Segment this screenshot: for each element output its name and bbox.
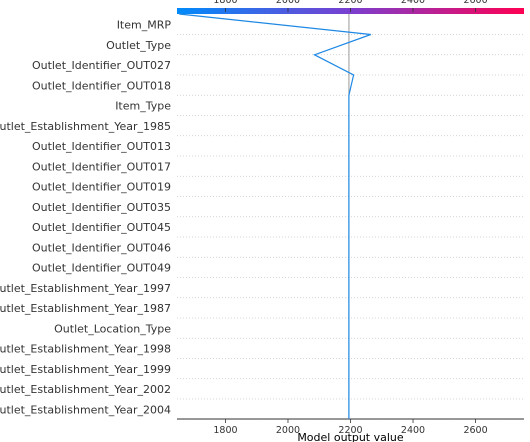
feature-label: Outlet_Establishment_Year_1997 xyxy=(0,282,171,295)
decision-path-line xyxy=(179,13,372,419)
feature-label: Outlet_Establishment_Year_2002 xyxy=(0,383,171,396)
feature-label: Outlet_Type xyxy=(106,39,171,52)
feature-label: Outlet_Identifier_OUT046 xyxy=(32,241,171,254)
feature-label: Item_Type xyxy=(115,100,171,113)
feature-gridlines xyxy=(177,34,524,420)
feature-label: Outlet_Identifier_OUT045 xyxy=(32,221,171,234)
x-tick-label: 2600 xyxy=(463,425,487,436)
colorbar-tick-label: 2000 xyxy=(276,0,300,6)
feature-label: Outlet_Establishment_Year_1987 xyxy=(0,302,171,315)
colorbar-tick-label: 2600 xyxy=(463,0,487,6)
feature-label: Outlet_Identifier_OUT018 xyxy=(32,79,171,92)
feature-label: Outlet_Location_Type xyxy=(54,322,171,335)
feature-label: Outlet_Identifier_OUT035 xyxy=(32,201,171,214)
colorbar: 1800 2000 2200 2400 2600 xyxy=(177,0,524,14)
feature-label: Outlet_Identifier_OUT049 xyxy=(32,262,171,275)
decision-path xyxy=(179,13,372,419)
feature-label: Outlet_Identifier_OUT017 xyxy=(32,160,171,173)
x-tick-label: 2400 xyxy=(401,425,425,436)
feature-label: Outlet_Identifier_OUT027 xyxy=(32,59,171,72)
feature-label: Outlet_Identifier_OUT013 xyxy=(32,140,171,153)
x-tick-label: 2200 xyxy=(338,425,362,436)
x-tick-label: 1800 xyxy=(213,425,237,436)
colorbar-tick-label: 2400 xyxy=(401,0,425,6)
x-axis: 1800 2000 2200 2400 2600 Model output value xyxy=(177,418,524,442)
feature-label: Outlet_Identifier_OUT019 xyxy=(32,181,171,194)
feature-label: Item_MRP xyxy=(117,19,172,32)
feature-labels: Item_MRP Outlet_Type Outlet_Identifier_OUT… xyxy=(0,19,171,417)
colorbar-tick-label: 2200 xyxy=(338,0,362,6)
x-axis-label: Model output value xyxy=(297,431,404,442)
feature-label: Outlet_Establishment_Year_1999 xyxy=(0,363,171,376)
colorbar-tick-label: 1800 xyxy=(213,0,237,6)
x-tick-label: 2000 xyxy=(276,425,300,436)
feature-label: Outlet_Establishment_Year_1985 xyxy=(0,120,171,133)
feature-label: Outlet_Establishment_Year_1998 xyxy=(0,343,171,356)
feature-label: Outlet_Establishment_Year_2004 xyxy=(0,403,171,416)
